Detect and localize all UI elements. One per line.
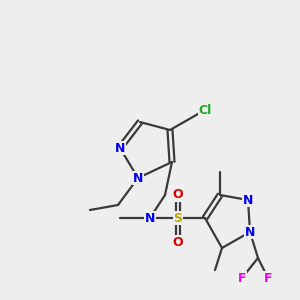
Text: N: N [243, 194, 253, 206]
Text: O: O [173, 236, 183, 248]
Text: S: S [173, 212, 182, 224]
Text: N: N [145, 212, 155, 224]
Text: N: N [133, 172, 143, 184]
Text: N: N [115, 142, 125, 154]
Text: O: O [173, 188, 183, 202]
Text: Cl: Cl [198, 103, 212, 116]
Text: N: N [245, 226, 255, 238]
Text: F: F [264, 272, 272, 284]
Text: F: F [238, 272, 246, 284]
